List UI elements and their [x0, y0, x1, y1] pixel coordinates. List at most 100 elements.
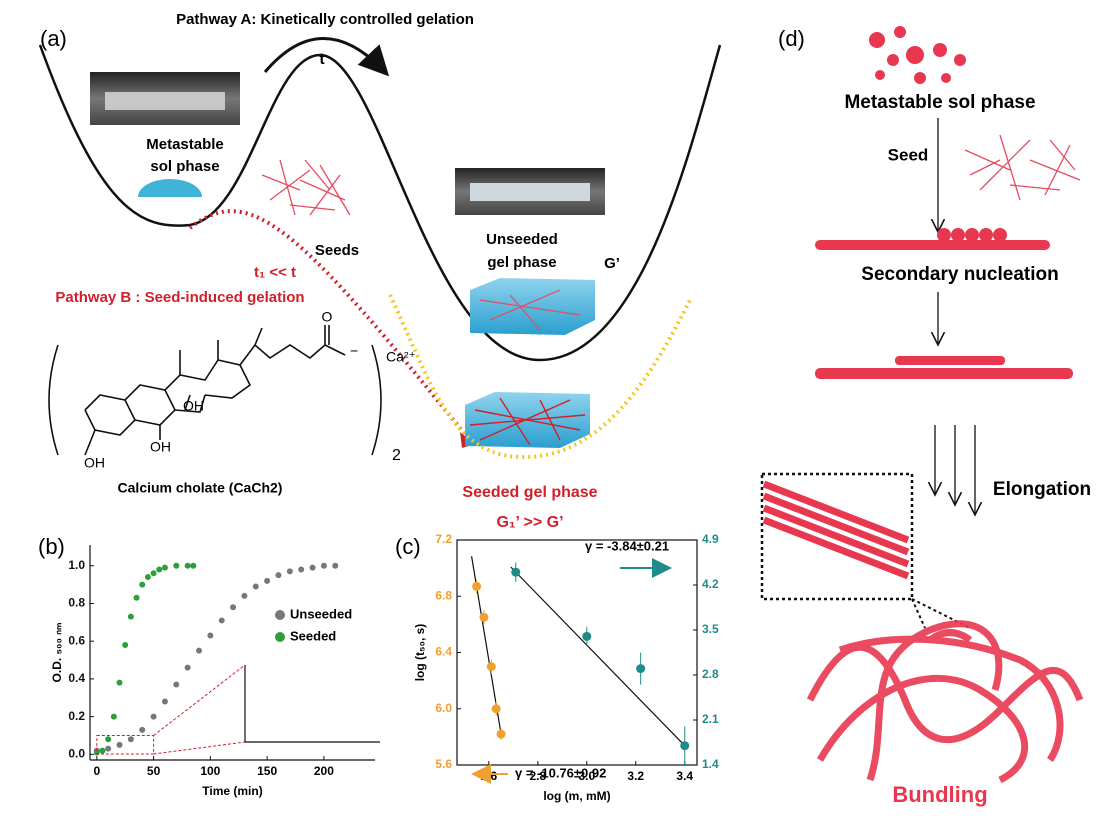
data-point — [161, 698, 168, 705]
cuvette — [105, 92, 225, 110]
label: sol phase — [150, 158, 219, 175]
panel-a: (a) Pathway A: Kinetically controlled ge… — [38, 11, 722, 531]
chart: (c) 2.6 2.8 3.0 3.2 3.4 5.6 6.0 6.4 6.8 7.2 1.4 2.1 2… — [395, 532, 719, 803]
data-point — [116, 741, 123, 748]
annotation: γ = -10.76±0.92 — [515, 765, 606, 780]
fit-line — [510, 566, 686, 747]
y2-tick-label: 2.1 — [702, 712, 719, 726]
data-point — [298, 566, 305, 573]
label: Metastable — [146, 136, 224, 153]
annotation: γ = -3.84±0.21 — [585, 538, 669, 553]
data-point — [582, 631, 592, 641]
y2-tick-label: 4.2 — [702, 577, 719, 591]
data-point — [207, 632, 214, 639]
data-point — [184, 562, 191, 569]
x-tick-label: 0 — [93, 764, 100, 778]
data-point — [511, 567, 521, 577]
data-point — [156, 566, 163, 573]
y2-tick-label: 3.5 — [702, 622, 719, 636]
inset-frame — [244, 665, 380, 743]
chemical-structure — [48, 325, 382, 456]
data-point — [122, 641, 129, 648]
atom-label: O — [322, 309, 333, 325]
legend-label: Unseeded — [290, 606, 352, 621]
data-point — [184, 664, 191, 671]
zoom-window — [96, 734, 155, 755]
x-tick-label: 2.8 — [529, 769, 546, 783]
data-point — [139, 726, 146, 733]
monomers — [937, 228, 1007, 242]
data-point — [99, 747, 106, 754]
data-point — [139, 581, 146, 588]
label: Seeds — [315, 242, 359, 259]
atom-label: OH — [84, 455, 105, 471]
fiber — [895, 356, 1005, 365]
seeds — [964, 134, 1081, 201]
data-point — [150, 570, 157, 577]
arrow — [263, 37, 390, 77]
charts: (b) 0 50 100 150 200 0.0 0.2 0.4 0.6 0.8 1.0 Time (m… — [38, 532, 719, 803]
pathway-b-path — [188, 209, 470, 440]
gel-cube — [470, 278, 595, 335]
data-point — [190, 562, 197, 569]
data-point — [150, 713, 157, 720]
time-label: t — [319, 51, 325, 68]
x-tick-label: 3.2 — [627, 769, 644, 783]
data-point — [161, 564, 168, 571]
data-point — [173, 562, 180, 569]
y-tick-label: 1.0 — [68, 558, 85, 572]
data-point — [116, 679, 123, 686]
y-axis-label: O.D. ₅₀₀ ₙₘ — [50, 623, 64, 683]
x-tick-label: 50 — [147, 764, 161, 778]
x-tick-label: 3.4 — [676, 769, 693, 783]
y-tick-label: 6.0 — [435, 701, 452, 715]
pathway-a: Pathway A: Kinetically controlled gelati… — [176, 11, 474, 28]
fibers — [469, 397, 586, 446]
plot-frame — [456, 539, 698, 766]
data-point — [496, 729, 506, 739]
label: Elongation — [993, 479, 1091, 500]
atom-label: OH — [150, 439, 171, 455]
atom-label: − — [350, 343, 358, 359]
data-point — [264, 577, 271, 584]
label: gel phase — [487, 254, 556, 271]
y-tick-label: 7.2 — [435, 532, 452, 546]
data-point — [636, 664, 646, 674]
energy-landscape — [38, 44, 722, 362]
y2-tick-label: 4.9 — [702, 532, 719, 546]
y-tick-label: 6.8 — [435, 588, 452, 602]
fiber — [815, 368, 1073, 379]
label: G₁’ >> G’ — [496, 514, 563, 531]
label: G’ — [604, 255, 620, 272]
x-axis-label: Time (min) — [202, 784, 262, 798]
chart: (b) 0 50 100 150 200 0.0 0.2 0.4 0.6 0.8 1.0 Time (m… — [38, 534, 380, 798]
data-point — [230, 604, 237, 611]
label: Seeded gel phase — [462, 484, 597, 501]
data-point — [486, 662, 496, 672]
sol-drop — [138, 179, 202, 197]
data-point — [680, 741, 690, 751]
label: t₁ << t — [254, 264, 296, 281]
data-point — [196, 647, 203, 654]
y-tick-label: 0.2 — [68, 709, 85, 723]
arrows — [935, 425, 975, 515]
legend-label: Seeded — [290, 628, 336, 643]
y-tick-label: 6.4 — [435, 645, 452, 659]
data-point — [320, 562, 327, 569]
data-point — [275, 572, 282, 579]
bundle-zoom — [762, 480, 910, 580]
panel-label: (a) — [40, 26, 67, 51]
y-tick-label: 0.8 — [68, 596, 85, 610]
panel-d: (d) Metastable sol phase Seed Secondary … — [760, 26, 1091, 807]
legend-marker — [275, 610, 285, 620]
y-tick-label: 5.6 — [435, 757, 452, 771]
legend-marker — [275, 632, 285, 642]
data-point — [110, 713, 117, 720]
panel-label: (d) — [778, 26, 805, 51]
monomers — [869, 26, 966, 84]
x-tick-label: 150 — [257, 764, 277, 778]
y2-tick-label: 1.4 — [702, 757, 719, 771]
panel-label: (c) — [395, 534, 421, 559]
data-point — [479, 612, 489, 622]
panel-label: (b) — [38, 534, 65, 559]
